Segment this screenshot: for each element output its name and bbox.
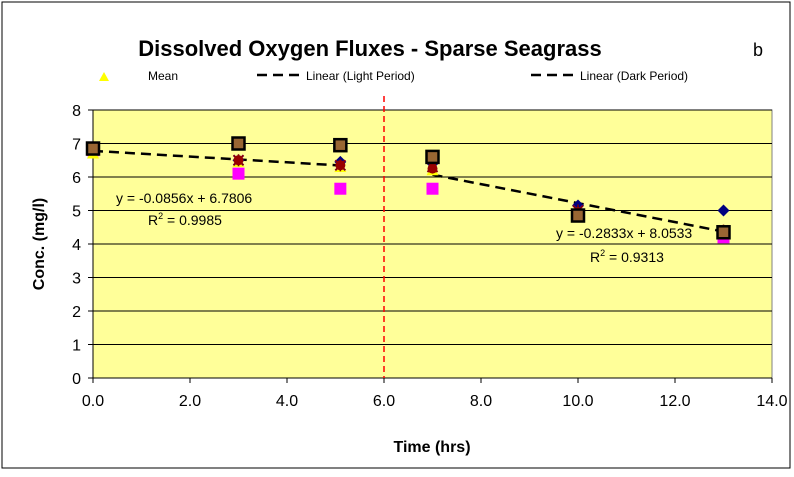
point-circle-2 xyxy=(335,160,346,171)
trendline-light-period xyxy=(92,149,341,167)
x-tick-label-12.0: 12.0 xyxy=(659,393,690,410)
light-r2-exponent: 2 xyxy=(158,211,163,221)
point-square-3 xyxy=(426,182,439,195)
point-square-outline-0 xyxy=(85,141,101,156)
light-r2-value: = 0.9985 xyxy=(163,212,222,228)
x-tick-label-14.0: 14.0 xyxy=(756,393,787,410)
x-tick-label-6.0: 6.0 xyxy=(373,393,395,410)
point-square-outline-5 xyxy=(716,225,731,240)
point-square-1 xyxy=(232,167,245,180)
y-tick-label-8: 8 xyxy=(72,103,81,120)
panel-label: b xyxy=(753,40,763,60)
dark-r2: R2 = 0.9313 xyxy=(590,248,664,265)
light-r2-label: R xyxy=(148,212,158,228)
point-diamond-5 xyxy=(717,204,730,217)
data-points xyxy=(85,136,731,244)
y-tick-label-2: 2 xyxy=(72,304,81,321)
point-circle-1 xyxy=(233,155,244,166)
point-square-outline-3 xyxy=(425,149,440,165)
y-tick-label-3: 3 xyxy=(72,271,81,288)
y-tick-label-0: 0 xyxy=(72,371,81,388)
point-square-outline-4 xyxy=(570,208,586,223)
axes: 0 1 2 3 4 5 6 7 8 0.0 2.0 4.0 6.0 8.0 10.0 12.0 14.0 xyxy=(72,103,788,410)
point-square-2 xyxy=(334,182,347,195)
x-tick-label-0.0: 0.0 xyxy=(82,393,104,410)
x-tick-label-2.0: 2.0 xyxy=(179,393,201,410)
x-tick-label-10.0: 10.0 xyxy=(562,393,593,410)
dark-period-annotation: y = -0.2833x + 8.0533 R2 = 0.9313 xyxy=(556,225,692,265)
legend-dark-label: Linear (Dark Period) xyxy=(580,69,688,83)
y-axis-title: Conc. (mg/l) xyxy=(31,198,48,290)
dark-r2-value: = 0.9313 xyxy=(605,249,664,265)
dark-r2-exponent: 2 xyxy=(600,248,605,258)
x-tick-label-4.0: 4.0 xyxy=(276,393,298,410)
legend-mean-marker xyxy=(99,72,109,81)
legend-light-label: Linear (Light Period) xyxy=(306,69,415,83)
y-tick-label-7: 7 xyxy=(72,137,81,154)
y-tick-label-5: 5 xyxy=(72,204,81,221)
legend: Mean Linear (Light Period) Linear (Dark … xyxy=(99,69,688,83)
x-tick-label-8.0: 8.0 xyxy=(470,393,492,410)
point-square-outline-2 xyxy=(333,137,348,153)
y-tick-label-1: 1 xyxy=(72,338,81,355)
point-circle-3 xyxy=(427,163,438,174)
light-period-annotation: y = -0.0856x + 6.7806 R2 = 0.9985 xyxy=(116,190,252,228)
gridlines xyxy=(93,109,772,345)
light-r2: R2 = 0.9985 xyxy=(148,211,222,228)
y-tick-label-6: 6 xyxy=(72,170,81,187)
point-square-outline-1 xyxy=(231,136,246,151)
light-equation: y = -0.0856x + 6.7806 xyxy=(116,190,252,206)
legend-mean-label: Mean xyxy=(148,69,178,83)
y-tick-label-4: 4 xyxy=(72,237,81,254)
dark-r2-label: R xyxy=(590,249,600,265)
chart-title: Dissolved Oxygen Fluxes - Sparse Seagras… xyxy=(138,36,601,61)
x-axis-title: Time (hrs) xyxy=(393,439,470,456)
dark-equation: y = -0.2833x + 8.0533 xyxy=(556,225,692,241)
